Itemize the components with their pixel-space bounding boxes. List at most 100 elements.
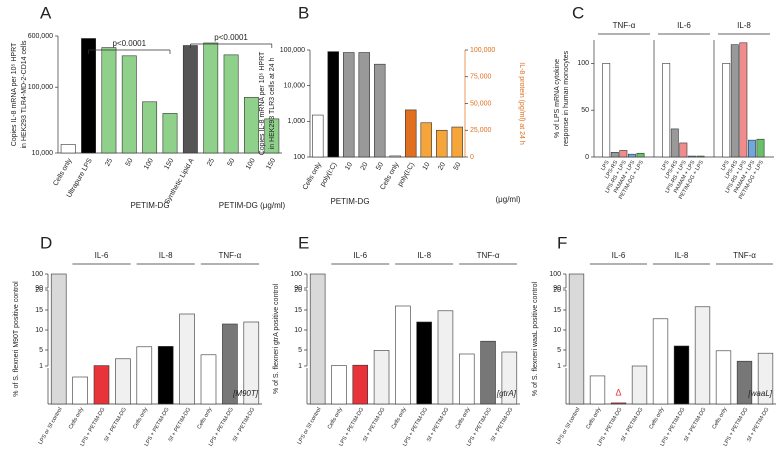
p-value: p<0.0001	[214, 33, 248, 42]
x-tick-label: LPS	[720, 159, 731, 171]
bar	[631, 365, 648, 405]
y-tick-label: 90	[35, 285, 43, 292]
y-axis-label: % of S. flexneri gtrA positive control	[273, 284, 280, 395]
group-caption: PETIM-DG	[330, 197, 369, 206]
x-tick-label: Cells only	[648, 407, 665, 431]
x-tick-label: LPS + PETIM-DG	[402, 407, 429, 448]
x-tick-label: 25	[104, 157, 114, 167]
x-tick-label: LPS	[600, 159, 611, 171]
panel-letter: D	[40, 233, 52, 252]
bar	[162, 113, 178, 154]
y-tick-label: 20	[553, 287, 561, 294]
bar	[179, 313, 195, 405]
bar	[50, 273, 67, 405]
x-tick-label: LPS + PETIM-DG	[466, 407, 493, 448]
x-tick-label: Sf + PETIM-DG	[362, 407, 386, 443]
bar	[93, 365, 110, 405]
bar	[101, 47, 117, 154]
group-label: IL-8	[159, 251, 173, 260]
group-label: IL-8	[675, 251, 689, 260]
x-tick-label: 10	[344, 161, 354, 171]
group-label: IL-8	[417, 251, 431, 260]
marker-label: Δ	[615, 387, 621, 397]
bar	[662, 63, 671, 158]
bar	[736, 360, 753, 405]
bar	[343, 52, 355, 158]
x-tick-label: Cells only	[302, 161, 323, 191]
x-tick-label: 150	[265, 157, 277, 171]
bar	[358, 52, 370, 158]
group-label: IL-6	[612, 251, 626, 260]
y-tick-label: 0	[585, 154, 589, 161]
bar	[142, 101, 158, 154]
y-tick-label: 10,000	[284, 83, 306, 90]
x-tick-label: 25	[206, 157, 216, 167]
p-value: p<0.0001	[112, 39, 146, 48]
x-tick-label: Cells only	[455, 407, 472, 431]
y-tick-label: 10	[35, 327, 43, 334]
bar	[72, 376, 88, 405]
x-tick-label: Cells only	[68, 407, 85, 431]
panel-letter: A	[40, 3, 52, 22]
bar	[243, 321, 260, 405]
group-label: TNF-α	[218, 251, 241, 260]
y-tick-label: 15	[553, 307, 561, 314]
bar	[756, 138, 765, 158]
x-tick-label: 50	[125, 157, 135, 167]
x-tick-label: Sf + PETIM-DG	[746, 407, 770, 443]
y-tick-label: 100,000	[28, 84, 53, 91]
bar	[610, 152, 619, 158]
bar	[389, 155, 401, 158]
bar	[687, 155, 696, 158]
x-tick-label: 150	[163, 157, 175, 171]
y-axis-label: Copies IL-8 mRNA per 10⁵ HPRT	[11, 42, 18, 146]
bar	[610, 402, 627, 405]
bar	[200, 354, 217, 405]
bar	[81, 38, 96, 154]
y-axis-label: % of S. flexneri waaL positive control	[532, 281, 539, 396]
y-tick-label: 50	[581, 107, 589, 114]
bar	[589, 375, 606, 405]
x-tick-label: Cells only	[52, 157, 73, 187]
bar	[157, 346, 174, 405]
bar	[331, 365, 347, 405]
y-tick-label: 5	[298, 347, 302, 354]
x-tick-label: Cells only	[391, 407, 408, 431]
y-tick-label: 50,000	[470, 100, 492, 107]
y-tick-label: 100	[290, 271, 302, 278]
bar	[458, 353, 475, 405]
group-label: TNF-α	[733, 251, 756, 260]
bar	[416, 321, 432, 405]
x-tick-label: Cells only	[585, 407, 602, 431]
y-tick-label: 10,000	[32, 150, 54, 157]
y-tick-label: 1	[39, 363, 43, 370]
bar	[696, 155, 705, 158]
y-tick-label: 100	[549, 271, 561, 278]
x-tick-label: LPS or Sf control	[556, 407, 582, 446]
y-axis-label: % of S. flexneri M90T positive control	[13, 281, 20, 397]
x-tick-label: LPS or Sf control	[297, 407, 323, 446]
y-tick-label: 100	[577, 60, 589, 67]
bar	[636, 152, 645, 158]
bar	[602, 63, 611, 158]
bar	[203, 42, 219, 154]
bar	[670, 128, 679, 158]
bar	[568, 273, 585, 405]
bar	[136, 346, 153, 405]
bar	[480, 340, 496, 405]
y-axis-label: in HEK293 TLR4-MD-2-CD14 cells	[21, 40, 28, 149]
bar	[619, 150, 628, 158]
bar	[222, 323, 238, 405]
group-label: TNF-α	[477, 251, 500, 260]
x-tick-label: Cells only	[711, 407, 728, 431]
x-tick-label: LPS + PETIM-DG	[208, 407, 235, 448]
x-tick-label: Cells only	[132, 407, 149, 431]
panel-letter: E	[298, 233, 309, 252]
bar	[437, 310, 454, 405]
strain-label: [gtrA]	[496, 389, 517, 398]
y-tick-label: 10	[294, 327, 302, 334]
strain-label: [M90T]	[232, 389, 259, 398]
bar	[730, 44, 739, 158]
group-label: TNF-α	[613, 21, 636, 30]
y-tick-label: 15	[294, 307, 302, 314]
